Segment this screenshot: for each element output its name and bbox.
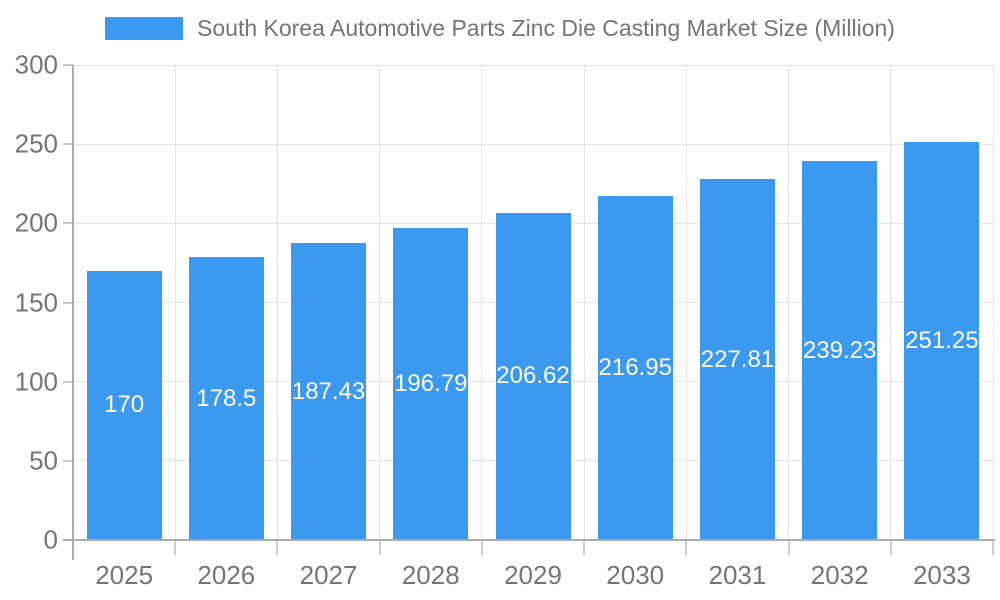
bar-value-label: 227.81 [700, 345, 775, 373]
y-axis-label: 300 [14, 49, 58, 80]
bar-value-label: 239.23 [802, 336, 877, 364]
bar-2027[interactable] [291, 243, 367, 540]
x-axis-label: 2031 [708, 560, 767, 590]
y-axis-label: 0 [43, 524, 58, 555]
gridline-horizontal [73, 143, 993, 145]
gridline-horizontal [73, 64, 993, 66]
x-axis-tick [174, 540, 177, 555]
x-axis-tick [889, 540, 892, 555]
x-axis-label: 2027 [299, 560, 358, 590]
bar-2028[interactable] [393, 228, 469, 540]
y-axis-label: 150 [14, 287, 58, 317]
chart-legend[interactable]: South Korea Automotive Parts Zinc Die Ca… [0, 15, 1000, 42]
y-axis-tick [63, 459, 73, 462]
x-axis-line [63, 539, 995, 541]
x-axis-tick [787, 540, 790, 555]
bar-2030[interactable] [597, 196, 673, 540]
x-axis-label: 2029 [504, 560, 562, 590]
x-axis-label: 2028 [401, 560, 460, 590]
x-axis-tick [378, 540, 381, 555]
y-axis-label: 250 [14, 128, 58, 159]
bar-2029[interactable] [495, 212, 571, 540]
gridline-vertical [992, 65, 994, 540]
x-axis-label: 2026 [197, 560, 256, 590]
bar-value-label: 170 [104, 391, 145, 419]
gridline-vertical [788, 65, 790, 540]
bar-value-label: 178.5 [196, 384, 257, 412]
x-axis-label: 2025 [95, 560, 154, 590]
gridline-vertical [379, 65, 381, 540]
y-axis-tick [63, 64, 73, 66]
bar-value-label: 196.79 [394, 370, 468, 398]
y-axis-label: 50 [29, 445, 58, 476]
y-axis-tick [63, 222, 73, 225]
gridline-vertical [685, 65, 687, 540]
y-axis-tick [63, 380, 73, 383]
bar-2031[interactable] [699, 179, 775, 540]
x-axis-label: 2032 [810, 560, 869, 590]
y-axis-tick [63, 301, 73, 304]
x-axis-tick [685, 540, 688, 555]
y-axis-label: 200 [14, 207, 58, 238]
x-axis-label: 2030 [606, 560, 665, 590]
bar-value-label: 251.25 [905, 327, 979, 355]
y-axis-tick [63, 143, 73, 146]
bar-2026[interactable] [188, 257, 264, 540]
legend-swatch [105, 17, 184, 40]
x-axis-tick [276, 540, 279, 555]
gridline-vertical [174, 65, 176, 540]
gridline-vertical [890, 65, 892, 540]
x-axis-tick [992, 540, 994, 555]
y-axis-line [72, 65, 74, 560]
gridline-vertical [481, 65, 483, 540]
bar-value-label: 216.95 [598, 354, 672, 382]
x-axis-tick [583, 540, 586, 555]
bar-value-label: 187.43 [291, 377, 366, 405]
y-axis-label: 100 [14, 366, 58, 397]
bar-2033[interactable] [904, 142, 980, 540]
bar-2032[interactable] [802, 161, 878, 540]
x-axis-tick [480, 540, 483, 555]
gridline-vertical [276, 65, 278, 540]
bar-value-label: 206.62 [496, 362, 570, 390]
legend-label: South Korea Automotive Parts Zinc Die Ca… [197, 15, 895, 41]
x-axis-label: 2033 [912, 560, 971, 590]
bar-2025[interactable] [86, 270, 162, 540]
gridline-vertical [583, 65, 585, 540]
